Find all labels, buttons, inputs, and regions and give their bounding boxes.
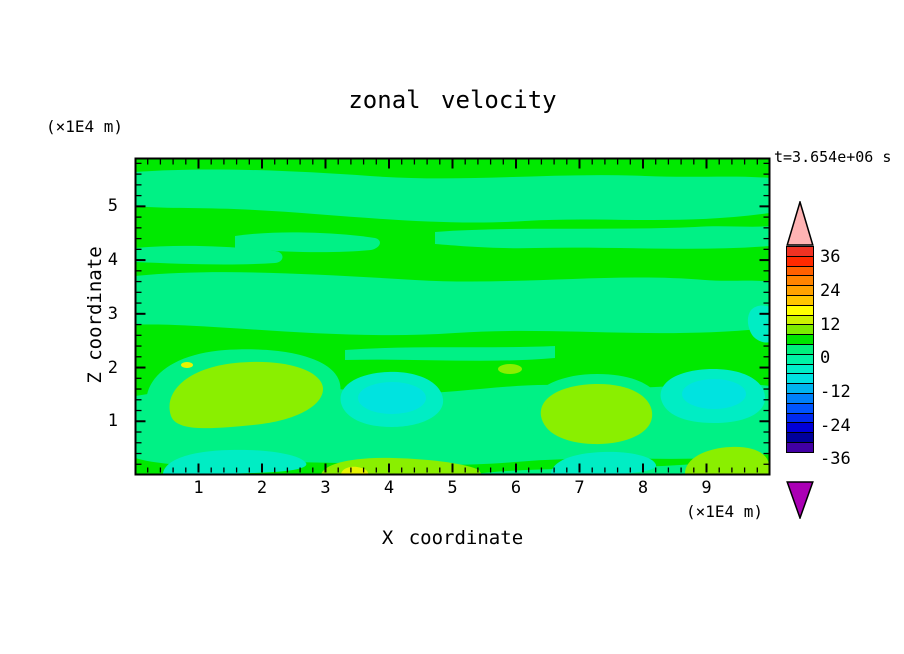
colorbar-tick-label: -24	[820, 415, 851, 436]
colorbar-under-arrow	[786, 481, 814, 519]
plot-frame	[134, 157, 771, 476]
x-tick-label: 5	[447, 478, 458, 498]
colorbar-tick-label: 12	[820, 314, 841, 335]
colorbar-tick-label: -12	[820, 381, 851, 402]
contour-core-cyan-right	[682, 379, 746, 409]
contour-band-top	[136, 169, 770, 223]
contour-spot-yellow-bottom	[341, 466, 369, 475]
contour-streak-upper-left	[235, 232, 380, 253]
y-tick-label: 2	[107, 357, 118, 378]
y-tick-label: 1	[107, 411, 118, 432]
time-annotation: t=3.654e+06 s	[774, 148, 892, 166]
y-tick-label: 5	[107, 196, 118, 217]
page-title: zonal velocity	[348, 86, 557, 114]
contour-dot-chartreuse	[498, 364, 522, 374]
x-tick-label: 9	[701, 478, 712, 498]
contour-streak-left	[136, 245, 283, 265]
x-tick-label: 3	[320, 478, 331, 498]
contour-spot-yellow-tip	[181, 362, 193, 368]
x-axis-unit-label: (×1E4 m)	[686, 502, 764, 521]
contour-blob-chartreuse-left	[169, 361, 324, 429]
y-axis-unit-label: (×1E4 m)	[46, 117, 124, 136]
contour-streak-top-right	[435, 226, 770, 249]
x-tick-label: 1	[193, 478, 204, 498]
colorbar-segment	[786, 441, 814, 454]
colorbar-tick-label: 24	[820, 280, 841, 301]
x-tick-label: 8	[637, 478, 649, 498]
y-tick-label: 3	[107, 303, 118, 324]
contour-plot	[134, 157, 771, 476]
x-tick-label: 4	[383, 478, 395, 498]
axis-ticks	[136, 159, 769, 473]
x-tick-label: 7	[574, 478, 585, 498]
x-tick-label: 6	[510, 478, 522, 498]
x-axis-title: X coordinate	[381, 527, 524, 549]
contour-blob-chartreuse-right	[540, 384, 653, 445]
colorbar-tick-label: -36	[820, 449, 851, 470]
colorbar	[786, 246, 814, 454]
contour-field	[136, 159, 770, 476]
colorbar-tick-label: 36	[820, 247, 841, 268]
contour-band-middle	[136, 272, 770, 336]
colorbar-over-arrow	[786, 201, 814, 246]
contour-core-cyan-center	[358, 382, 426, 414]
contour-streak-center	[345, 346, 555, 361]
y-tick-label: 4	[107, 250, 118, 271]
colorbar-tick-label: 0	[820, 348, 831, 369]
x-tick-label: 2	[256, 478, 268, 498]
